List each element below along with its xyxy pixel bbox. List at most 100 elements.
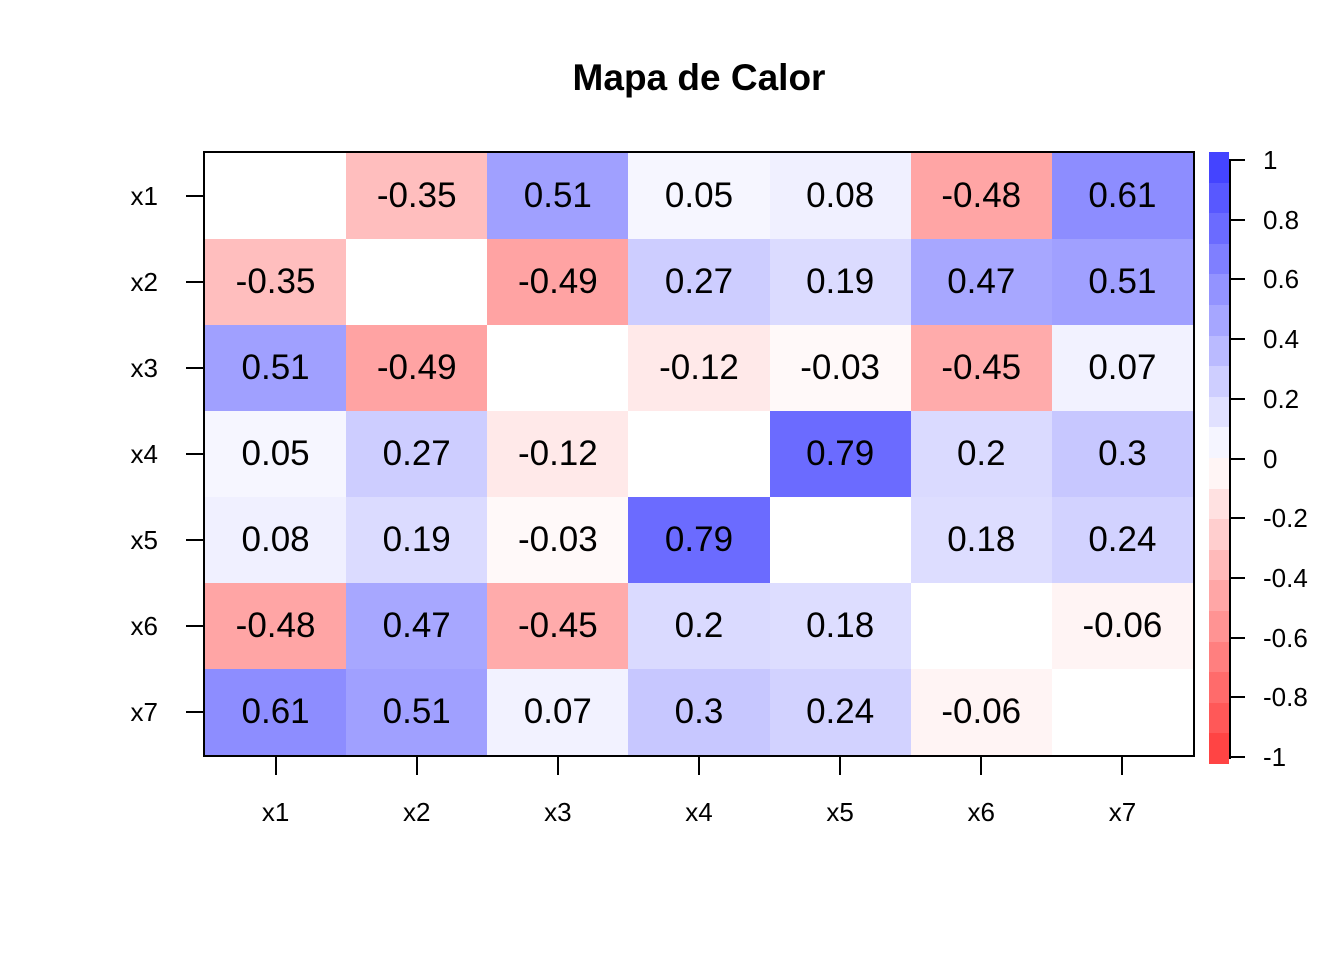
y-tick [186,711,204,713]
heatmap-cell: 0.24 [769,669,911,755]
cell-value: 0.08 [241,520,310,559]
colorbar-step [1209,243,1229,275]
heatmap-cell: 0.47 [910,239,1052,325]
colorbar-tick [1229,338,1245,341]
cell-value: 0.05 [664,176,734,215]
heatmap-cell [910,583,1052,669]
cell-value: -0.45 [941,348,1022,387]
heatmap-cell: 0.47 [346,583,488,669]
colorbar-step [1209,274,1229,305]
cell-value: 0.27 [664,262,734,301]
colorbar-step [1209,457,1229,489]
heatmap-cell: 0.79 [769,411,911,497]
colorbar-tick-label: 0 [1263,443,1278,474]
cell-value: 0.24 [1088,520,1157,559]
cell-value: 0.18 [806,606,875,645]
heatmap-cell: 0.2 [628,583,770,669]
colorbar-tick-label: -0.8 [1263,682,1308,713]
heatmap-cell: -0.49 [346,325,488,411]
cell-value: -0.35 [376,176,457,215]
cell-value: -0.48 [235,606,316,645]
heatmap-grid: -0.35 0.51 0.05 0.08 -0.48 0.61 -0.35 -0.49 0.27… [205,153,1193,755]
heatmap-cell: 0.08 [205,497,347,583]
x-tick [839,757,842,775]
cell-value: 0.51 [523,176,592,215]
heatmap-cell: 0.18 [910,497,1052,583]
heatmap-cell: -0.06 [910,669,1052,755]
colorbar-step [1209,488,1229,520]
colorbar-tick-label: -0.4 [1263,562,1308,593]
colorbar-tick-label: -0.2 [1263,503,1308,534]
heatmap-cell: -0.35 [205,239,347,325]
heatmap-cell: 0.61 [205,669,347,755]
heatmap-cell: -0.48 [910,153,1052,239]
cell-value: 0.79 [664,520,734,559]
colorbar-tick [1229,457,1245,460]
heatmap-cell [769,497,911,583]
cell-value: -0.48 [941,176,1022,215]
colorbar-step [1209,733,1229,764]
x-tick [274,757,277,775]
cell-value: 0.2 [674,606,724,645]
cell-value: -0.49 [376,348,457,387]
heatmap-cell [205,153,347,239]
y-tick [186,539,204,541]
colorbar-step [1209,641,1229,673]
cell-value: 0.24 [806,692,875,731]
heatmap-cell: 0.05 [205,411,347,497]
y-tick [186,281,204,283]
colorbar-tick-label: 0.6 [1263,264,1300,295]
heatmap-cell [628,411,770,497]
cell-value: 0.2 [956,434,1006,473]
heatmap-cell: 0.08 [769,153,911,239]
colorbar-tick-label: -0.6 [1263,622,1308,653]
cell-value: 0.07 [523,692,592,731]
cell-value: 0.47 [947,262,1016,301]
cell-value: 0.3 [674,692,724,731]
y-tick-label: x6 [130,611,158,641]
x-tick-label: x3 [544,797,572,827]
cell-value: 0.18 [947,520,1016,559]
heatmap-cell: -0.12 [487,411,629,497]
colorbar-step [1209,396,1229,428]
colorbar-tick-label: -1 [1263,742,1287,772]
cell-value: 0.51 [382,692,451,731]
x-tick [698,757,700,775]
x-tick-label: x1 [261,797,290,827]
cell-value: 0.61 [241,692,310,731]
colorbar-tick-label: 0.2 [1263,383,1300,414]
heatmap-cell: 0.3 [1051,411,1193,497]
heatmap-cell: -0.48 [205,583,347,669]
colorbar-step [1209,213,1229,244]
heatmap-cell: 0.3 [628,669,770,755]
heatmap-cell: -0.06 [1051,583,1193,669]
x-tick [980,757,983,775]
colorbar-tick [1229,517,1245,520]
colorbar-tick-label: 0.8 [1263,204,1300,235]
heatmap-cell: 0.27 [628,239,770,325]
colorbar-step [1209,580,1229,611]
colorbar-step [1209,610,1229,642]
heatmap-cell: 0.07 [1051,325,1193,411]
cell-value: -0.12 [517,434,598,473]
colorbar-step [1209,672,1229,703]
y-tick [186,367,204,369]
x-tick [556,757,559,775]
heatmap-cell [487,325,629,411]
heatmap-cell: -0.03 [769,325,911,411]
colorbar-tick [1229,696,1245,699]
heatmap-cell: 0.51 [346,669,488,755]
colorbar-step [1209,152,1229,183]
y-tick-label: x2 [130,267,158,297]
x-tick-label: x2 [402,797,431,827]
colorbar-tick [1229,756,1245,758]
heatmap-cell: 0.51 [205,325,347,411]
x-tick-label: x4 [685,797,713,827]
x-tick [415,757,418,775]
heatmap-cell: 0.07 [487,669,629,755]
x-tick-label: x7 [1108,797,1137,827]
heatmap-cell: 0.19 [346,497,488,583]
heatmap-cell: -0.03 [487,497,629,583]
heatmap-cell: -0.49 [487,239,629,325]
